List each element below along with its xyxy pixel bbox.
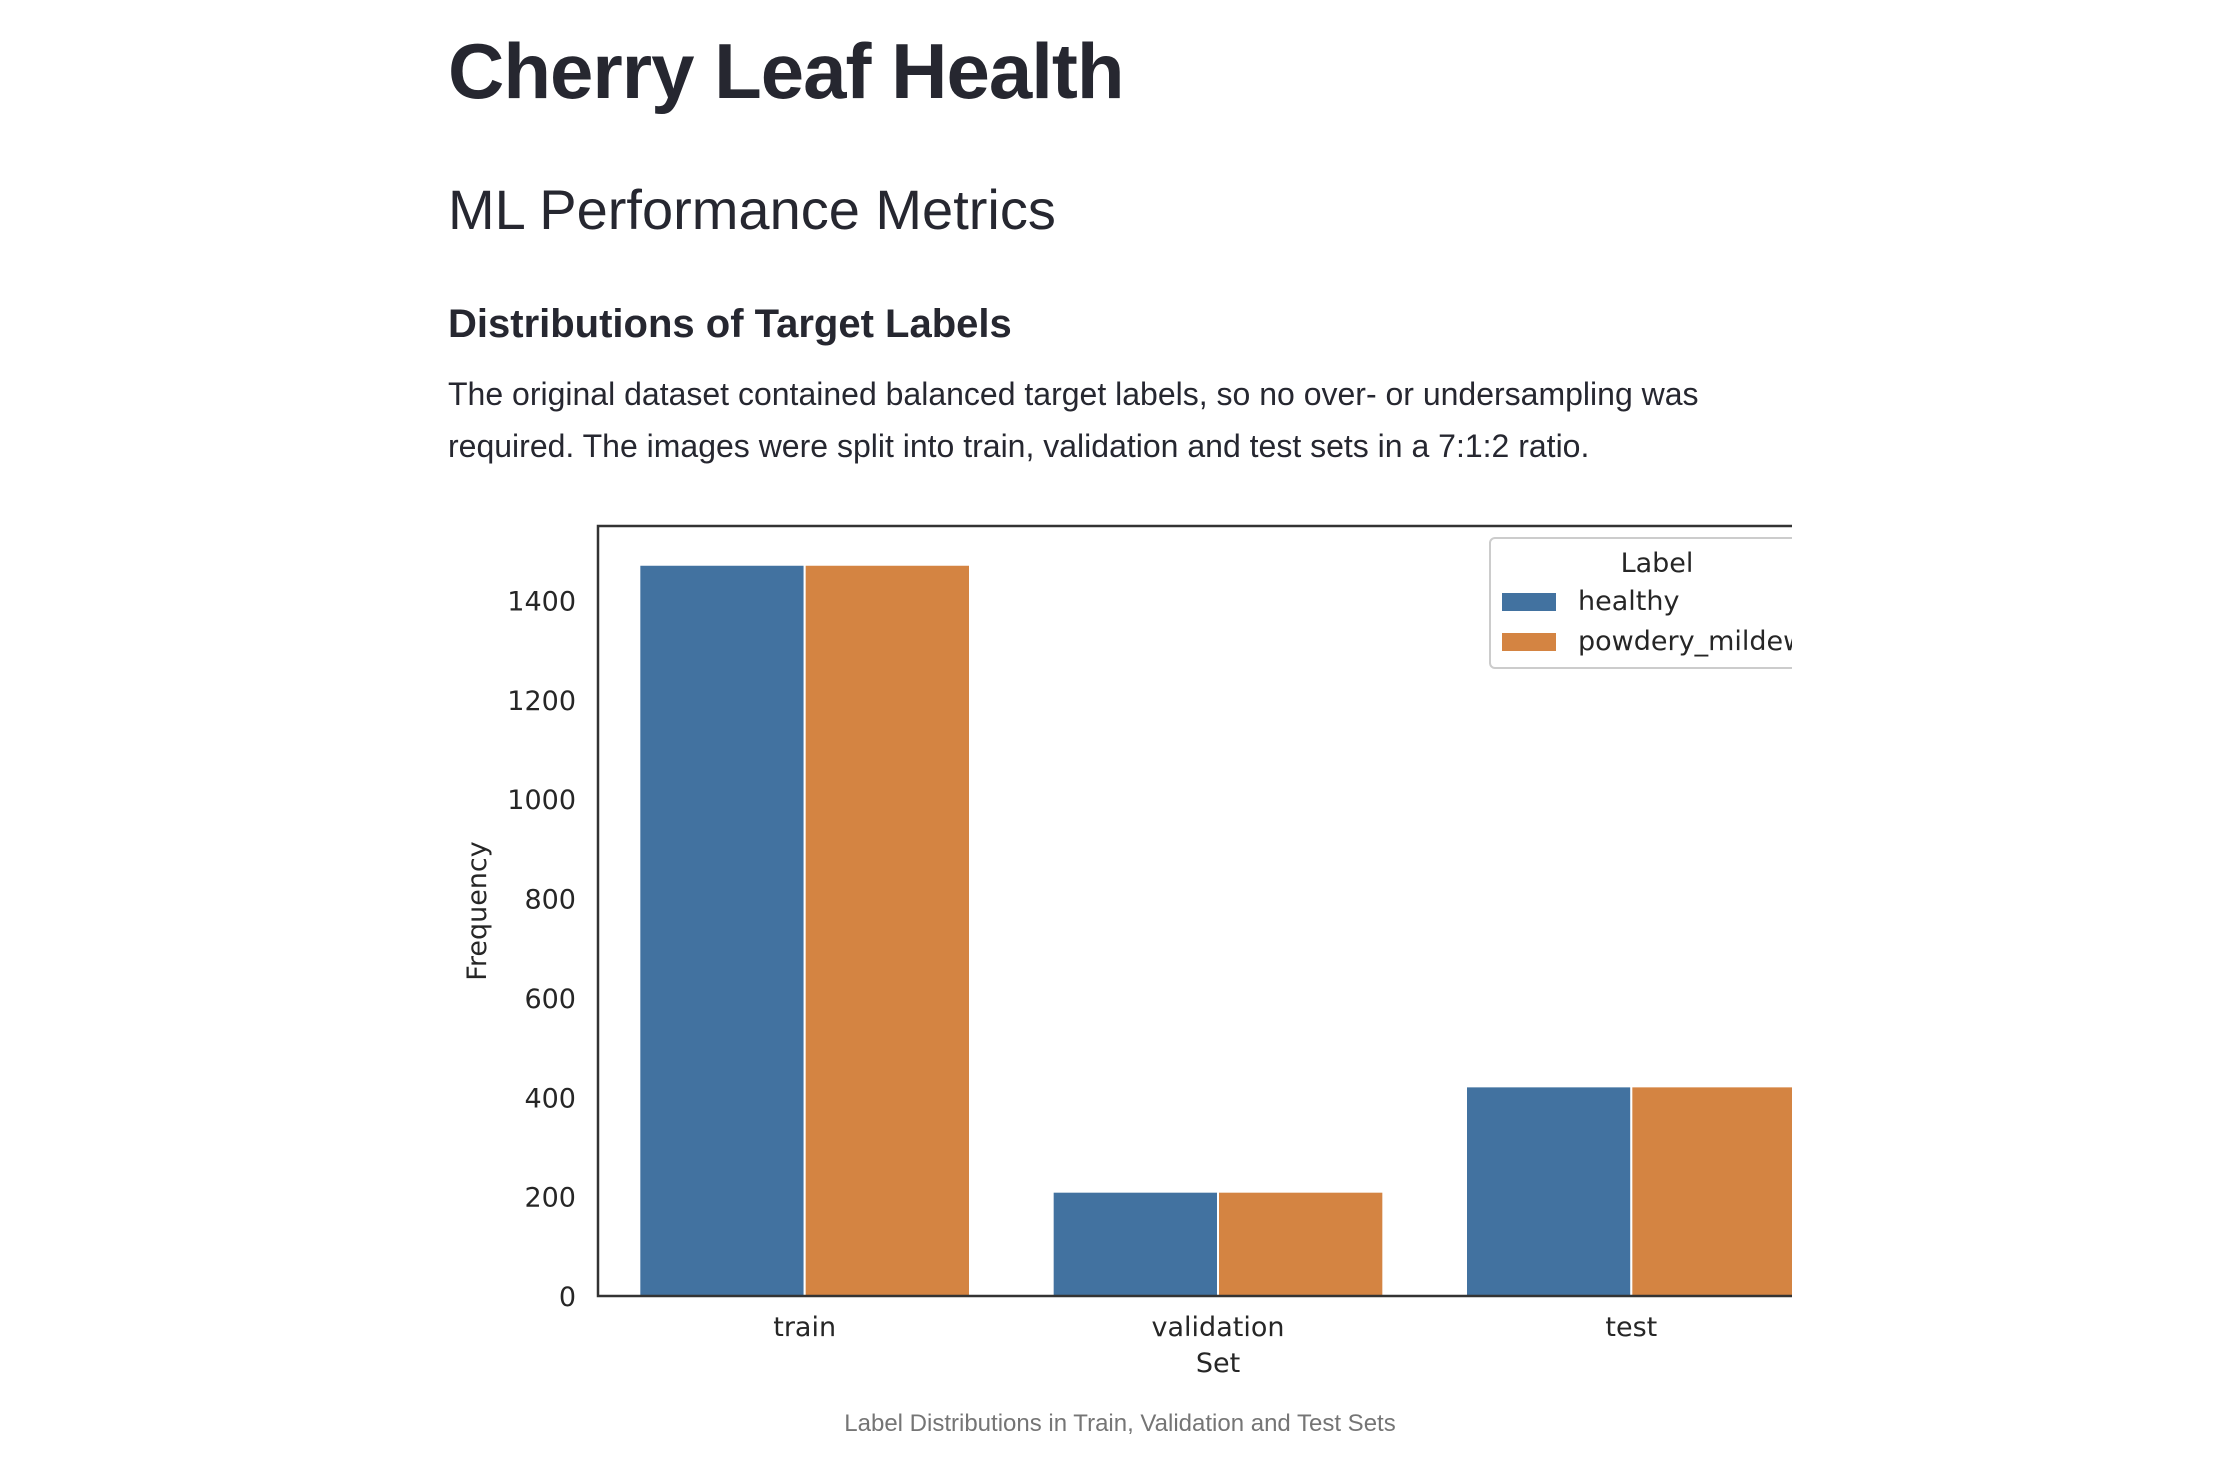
bar-train-healthy	[638, 563, 806, 1297]
y-tick-label: 0	[559, 1282, 576, 1313]
bar-test-healthy	[1465, 1085, 1633, 1297]
legend-title: Label	[1621, 548, 1694, 579]
x-tick-label-validation: validation	[1152, 1312, 1285, 1343]
page-title: Cherry Leaf Health	[448, 27, 1125, 115]
bar-train-powdery-mildew	[803, 563, 972, 1297]
main-content: Cherry Leaf Health ML Performance Metric…	[448, 0, 1840, 1466]
x-axis-label: Set	[1196, 1348, 1240, 1379]
bar-test-powdery-mildew	[1630, 1085, 1798, 1297]
y-tick-label: 1200	[507, 686, 576, 717]
page-subtitle: ML Performance Metrics	[448, 178, 1056, 241]
legend-swatch-powdery-mildew	[1502, 633, 1556, 651]
label-distribution-chart: 0 200 400 600 800 1000 1200 1400 train validatio…	[448, 496, 1840, 1396]
body-text: The original dataset contained balanced …	[448, 376, 1699, 464]
legend-swatch-healthy	[1502, 593, 1556, 611]
y-tick-label: 400	[524, 1083, 576, 1114]
y-tick-label: 1000	[507, 785, 576, 816]
x-tick-label-train: train	[773, 1312, 836, 1343]
y-tick-label: 200	[524, 1183, 576, 1214]
legend-label-healthy: healthy	[1578, 586, 1679, 617]
chart-legend: Label healthy powdery_mildew	[1489, 537, 1825, 669]
section-heading: Distributions of Target Labels	[448, 302, 1012, 346]
y-tick-label: 600	[524, 984, 576, 1015]
chart-caption: Label Distributions in Train, Validation…	[844, 1410, 1396, 1437]
y-tick-label: 800	[524, 885, 576, 916]
bar-validation-healthy	[1051, 1190, 1219, 1297]
y-tick-label: 1400	[507, 587, 576, 618]
legend-label-powdery-mildew: powdery_mildew	[1578, 626, 1792, 657]
x-tick-label-test: test	[1605, 1312, 1657, 1343]
bar-validation-powdery-mildew	[1217, 1190, 1385, 1297]
chart-canvas: 0 200 400 600 800 1000 1200 1400 train validatio…	[462, 524, 1840, 1379]
y-axis-label: Frequency	[462, 841, 493, 981]
